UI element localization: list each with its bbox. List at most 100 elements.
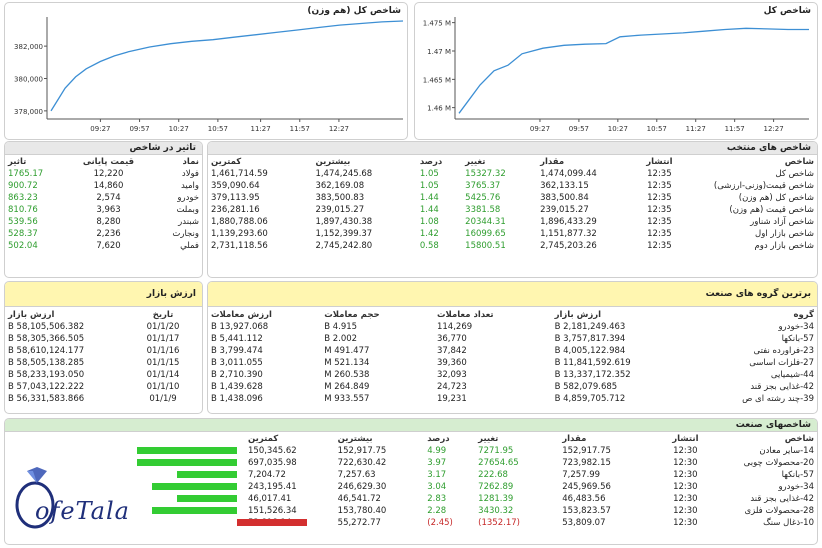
table-cell: 13,927.068 B (211, 322, 269, 332)
table-cell: 01/1/20 (146, 322, 180, 332)
table-row[interactable]: فولاد 12,220 1765.17 (5, 168, 202, 180)
top-groups-table: گروه ارزش بازار تعداد معاملات حجم معاملات ار… (208, 309, 817, 405)
table-cell: 260.538 M (324, 370, 370, 380)
table-cell: 153,823.57 (562, 506, 611, 516)
table-row[interactable]: وبملت 3,963 810.76 (5, 204, 202, 216)
table-row[interactable]: شاخص قیمت (هم وزن) 12:35 239,015.27 3381.58… (208, 204, 817, 216)
column-header: کمترین (211, 157, 242, 167)
table-cell: 27654.65 (478, 458, 519, 468)
table-cell: 34-خودرو (778, 322, 814, 332)
table-row[interactable]: ونجارت 2,236 528.37 (5, 228, 202, 240)
table-cell: 46,017.41 (248, 494, 292, 504)
impact-table: نماد قیمت پایانی تاثیر فولاد 12,220 1765.17 وا… (5, 156, 202, 252)
table-row[interactable]: 01/1/16 58,610,124.177 B (5, 345, 202, 357)
change-bar (152, 483, 237, 490)
table-header-row: گروه ارزش بازار تعداد معاملات حجم معاملات ار… (208, 309, 817, 321)
table-row[interactable]: شاخص قیمت(وزنی-ارزشی) 12:35 362,133.15 3765… (208, 180, 817, 192)
table-row[interactable]: شاخص آزاد شناور 12:35 1,896,433.29 20344.31… (208, 216, 817, 228)
column-header: گروه (793, 310, 814, 320)
table-row[interactable]: 34-خودرو 12:30 245,969.56 7262.89 3.04 246,62… (245, 481, 817, 493)
panel-title: شاخصهای صنعت (735, 420, 811, 430)
table-cell: 8,280 (96, 217, 121, 227)
table-cell: 502.04 (8, 241, 38, 251)
top-industry-groups-panel: برترین گروه های صنعت گروه ارزش بازار تعداد… (207, 281, 818, 414)
table-row[interactable]: 23-فراورده نفتی 4,005,122.984 B 37,842 491.… (208, 345, 817, 357)
x-tick-label: 12:27 (764, 125, 784, 133)
table-cell: 1.08 (419, 217, 439, 227)
table-row[interactable]: 01/1/20 58,105,506.382 B (5, 321, 202, 333)
table-cell: 3765.37 (465, 181, 501, 191)
table-cell: 53,809.07 (562, 518, 606, 528)
panel-title: ارزش بازار (146, 289, 196, 299)
x-tick-label: 11:27 (686, 125, 706, 133)
table-row[interactable]: 01/1/15 58,505,138.285 B (5, 357, 202, 369)
table-cell: 539.56 (8, 217, 38, 227)
table-cell: 810.76 (8, 205, 38, 215)
table-row[interactable]: 57-بانکها 12:30 7,257.99 222.68 3.17 7,257.63… (245, 469, 817, 481)
table-row[interactable]: 34-خودرو 2,181,249.463 B 114,269 4.915 B 13,… (208, 321, 817, 333)
column-header: بیشترین (337, 434, 373, 444)
table-cell: 58,610,124.177 B (8, 346, 85, 356)
x-tick-label: 10:57 (647, 125, 667, 133)
table-cell: 12:35 (647, 205, 672, 215)
table-cell: 12:30 (673, 506, 698, 516)
total-index-chart: 1.475 M 1.47 M 1.465 M 1.46 M 09:27 09:57 10:2… (423, 17, 809, 133)
table-row[interactable]: وامید 14,860 900.72 (5, 180, 202, 192)
table-row[interactable]: شاخص کل 12:35 1,474,099.44 15327.32 1.05 1,47… (208, 168, 817, 180)
table-row[interactable]: 42-غذایی بجز قند 582,079.685 B 24,723 264.8… (208, 381, 817, 393)
table-row[interactable]: 01/1/14 58,233,193.050 B (5, 369, 202, 381)
table-cell: 528.37 (8, 229, 38, 239)
table-row[interactable]: خودرو 2,574 863.23 (5, 192, 202, 204)
table-cell: 5,441.112 B (211, 334, 263, 344)
table-cell: 20344.31 (465, 217, 506, 227)
table-cell: 383,500.83 (315, 193, 365, 203)
table-cell: 362,133.15 (540, 181, 589, 191)
table-row[interactable]: 01/1/10 57,043,122.222 B (5, 381, 202, 393)
table-row[interactable]: 14-سایر معادن 12:30 152,917.75 7271.95 4.99 1… (245, 445, 817, 457)
table-row[interactable]: 20-محصولات چوبی 12:30 723,982.15 27654.65 3.… (245, 457, 817, 469)
column-header: مقدار (562, 434, 587, 444)
y-tick-label: 382,000 (14, 43, 43, 51)
table-cell: 7,620 (96, 241, 121, 251)
table-cell: 582,079.685 B (554, 382, 618, 392)
table-row[interactable]: 10-ذغال سنگ 12:30 53,809.07 (1352.17) (2.45)… (245, 517, 817, 529)
table-row[interactable]: فملي 7,620 502.04 (5, 240, 202, 252)
table-row[interactable]: 44-شیمیایی 13,337,172.352 B 32,093 260.538 … (208, 369, 817, 381)
panel-title: برترین گروه های صنعت (705, 289, 811, 299)
table-cell: 12:35 (647, 193, 672, 203)
table-row[interactable]: 28-محصولات فلزی 12:30 153,823.57 3430.32 2.2… (245, 505, 817, 517)
table-cell: 1765.17 (8, 169, 44, 179)
table-cell: خودرو (177, 193, 199, 203)
table-cell: 12:35 (647, 229, 672, 239)
table-row[interactable]: 01/1/17 58,305,366.505 B (5, 333, 202, 345)
table-cell: 12:30 (673, 482, 698, 492)
logo: ofeTala (13, 463, 153, 533)
table-cell: 42-غذایی بجز قند (750, 382, 814, 392)
table-cell: وامید (180, 181, 199, 191)
series-line (458, 27, 809, 114)
table-row[interactable]: 39-چند رشته ای ص 4,859,705.712 B 19,231 933… (208, 393, 817, 405)
table-cell: 2,710.390 B (211, 370, 263, 380)
chart-title: شاخص کل (هم وزن) (307, 6, 401, 16)
table-cell: 16099.65 (465, 229, 506, 239)
series-line (50, 20, 404, 112)
table-row[interactable]: 01/1/9 56,331,583.866 B (5, 393, 202, 405)
table-row[interactable]: شاخص بازار دوم 12:35 2,745,203.26 15800.51 0… (208, 240, 817, 252)
change-bar (137, 447, 237, 454)
table-row[interactable]: 57-بانکها 3,757,817.394 B 36,770 2.002 B 5,4… (208, 333, 817, 345)
table-row[interactable]: شبندر 8,280 539.56 (5, 216, 202, 228)
table-row[interactable]: شاخص بازار اول 12:35 1,151,877.32 16099.65 1… (208, 228, 817, 240)
table-cell: 46,483.56 (562, 494, 606, 504)
table-cell: فولاد (181, 169, 199, 179)
column-header: شاخص (784, 157, 814, 167)
table-row[interactable]: 42-غذایی بجز قند 12:30 46,483.56 1281.39 2.8… (245, 493, 817, 505)
table-cell: 2,236 (96, 229, 121, 239)
table-cell: 3381.58 (465, 205, 501, 215)
table-row[interactable]: شاخص کل (هم وزن) 12:35 383,500.84 5425.76 1.… (208, 192, 817, 204)
table-cell: 1,897,430.38 (315, 217, 373, 227)
table-cell: شاخص بازار اول (755, 229, 814, 239)
table-cell: 12:35 (647, 217, 672, 227)
market-value-table: تاریخ ارزش بازار 01/1/20 58,105,506.382 B 01… (5, 309, 202, 405)
table-row[interactable]: 27-فلزات اساسی 11,841,592.619 B 39,360 521.… (208, 357, 817, 369)
panel-header: شاخصهای صنعت (5, 419, 817, 432)
